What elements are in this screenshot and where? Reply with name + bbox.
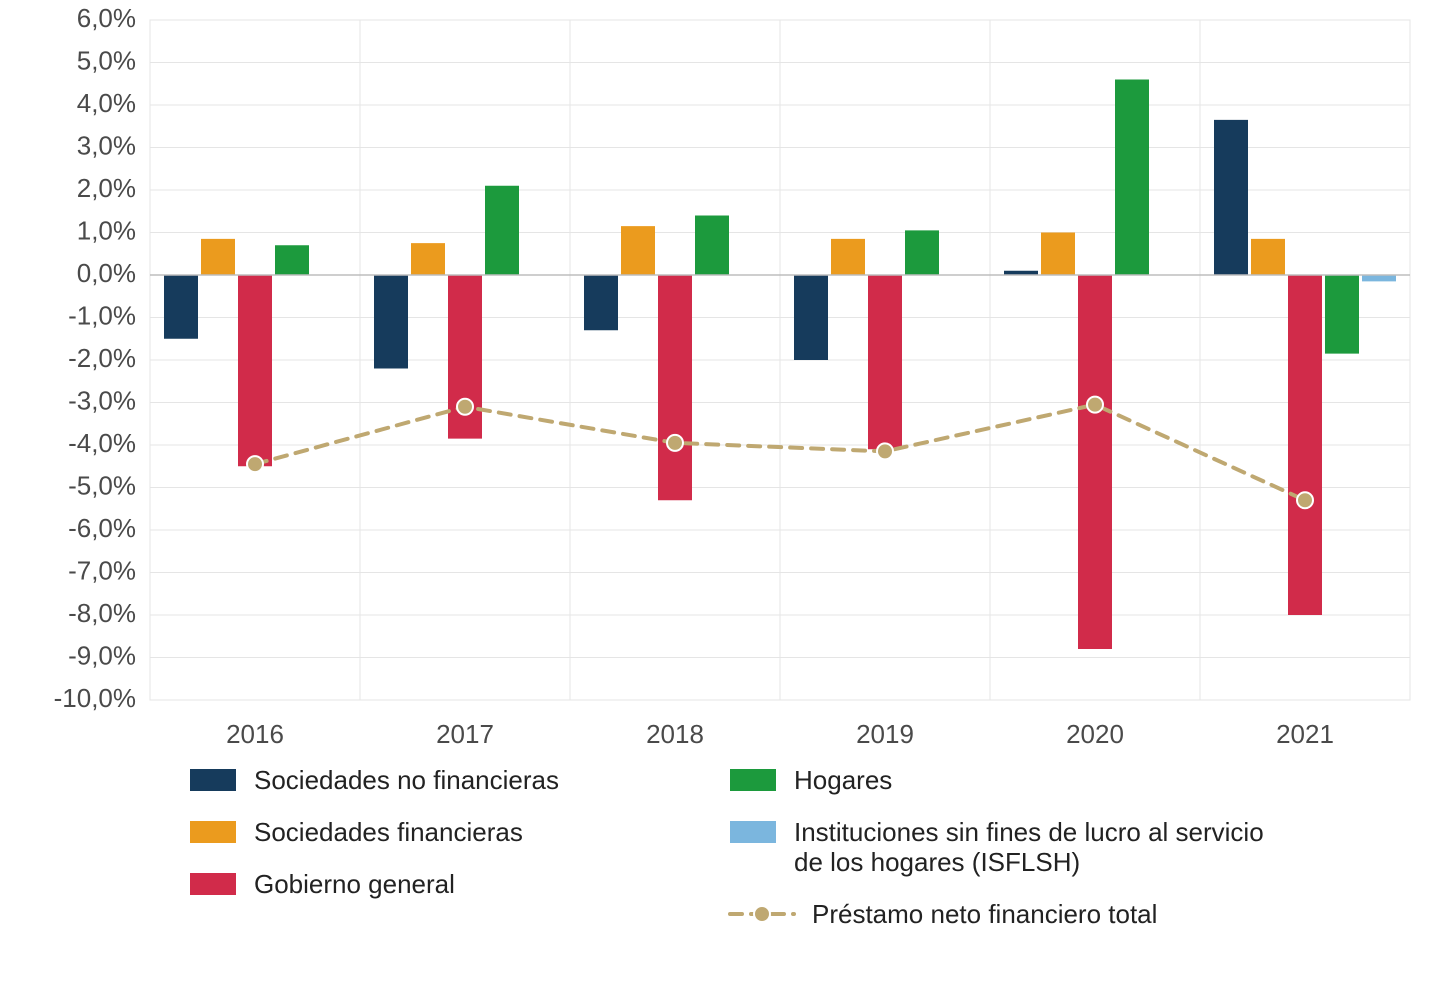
bar-snf <box>584 275 618 330</box>
svg-text:Sociedades no financieras: Sociedades no financieras <box>254 765 559 795</box>
bar-snf <box>164 275 198 339</box>
y-tick-label: 5,0% <box>77 45 136 75</box>
bar-hog <box>275 245 309 275</box>
svg-text:Sociedades financieras: Sociedades financieras <box>254 817 523 847</box>
bar-snf <box>794 275 828 360</box>
legend-item-gob: Gobierno general <box>190 869 455 899</box>
line-marker <box>1087 397 1103 413</box>
y-tick-label: -5,0% <box>68 470 136 500</box>
x-tick-label: 2019 <box>856 719 914 749</box>
y-tick-label: -1,0% <box>68 300 136 330</box>
x-tick-label: 2021 <box>1276 719 1334 749</box>
line-marker <box>457 399 473 415</box>
bar-snf <box>1214 120 1248 275</box>
x-tick-label: 2017 <box>436 719 494 749</box>
bar-gob <box>868 275 902 449</box>
bar-hog <box>905 230 939 275</box>
y-tick-label: 3,0% <box>77 130 136 160</box>
line-marker <box>877 443 893 459</box>
bar-gob <box>238 275 272 466</box>
bar-sf <box>1041 233 1075 276</box>
y-tick-label: -7,0% <box>68 555 136 585</box>
line-marker <box>667 435 683 451</box>
y-tick-label: 1,0% <box>77 215 136 245</box>
y-tick-label: 6,0% <box>77 3 136 33</box>
x-tick-label: 2020 <box>1066 719 1124 749</box>
bar-gob <box>1078 275 1112 649</box>
line-marker <box>247 456 263 472</box>
y-tick-label: -10,0% <box>54 683 136 713</box>
y-tick-label: -2,0% <box>68 343 136 373</box>
y-tick-label: 2,0% <box>77 173 136 203</box>
chart-svg: 6,0% 5,0% 4,0% 3,0% 2,0% 1,0% 0,0% -1,0% -2,0% -3… <box>0 0 1440 995</box>
legend-item-hog: Hogares <box>730 765 892 795</box>
svg-text:de los hogares (ISFLSH): de los hogares (ISFLSH) <box>794 847 1080 877</box>
bar-sf <box>411 243 445 275</box>
line-marker <box>1297 492 1313 508</box>
svg-text:Instituciones sin fines de luc: Instituciones sin fines de lucro al serv… <box>794 817 1264 847</box>
bar-hog <box>1115 80 1149 276</box>
bar-gob <box>1288 275 1322 615</box>
bar-snf <box>374 275 408 369</box>
bar-sf <box>1251 239 1285 275</box>
bar-gob <box>658 275 692 500</box>
bar-sf <box>201 239 235 275</box>
bar-hog <box>1325 275 1359 354</box>
y-tick-label: -6,0% <box>68 513 136 543</box>
svg-text:Préstamo neto financiero total: Préstamo neto financiero total <box>812 899 1157 929</box>
bar-hog <box>695 216 729 276</box>
y-tick-label: -8,0% <box>68 598 136 628</box>
y-tick-label: 4,0% <box>77 88 136 118</box>
y-tick-label: -3,0% <box>68 385 136 415</box>
bar-sf <box>831 239 865 275</box>
bar-isflsh <box>1362 275 1396 281</box>
svg-text:Gobierno general: Gobierno general <box>254 869 455 899</box>
y-tick-label: 0,0% <box>77 258 136 288</box>
y-tick-label: -9,0% <box>68 640 136 670</box>
x-tick-label: 2018 <box>646 719 704 749</box>
y-tick-label: -4,0% <box>68 428 136 458</box>
svg-text:Hogares: Hogares <box>794 765 892 795</box>
x-tick-label: 2016 <box>226 719 284 749</box>
bar-hog <box>485 186 519 275</box>
chart-container: 6,0% 5,0% 4,0% 3,0% 2,0% 1,0% 0,0% -1,0% -2,0% -3… <box>0 0 1440 995</box>
bar-sf <box>621 226 655 275</box>
